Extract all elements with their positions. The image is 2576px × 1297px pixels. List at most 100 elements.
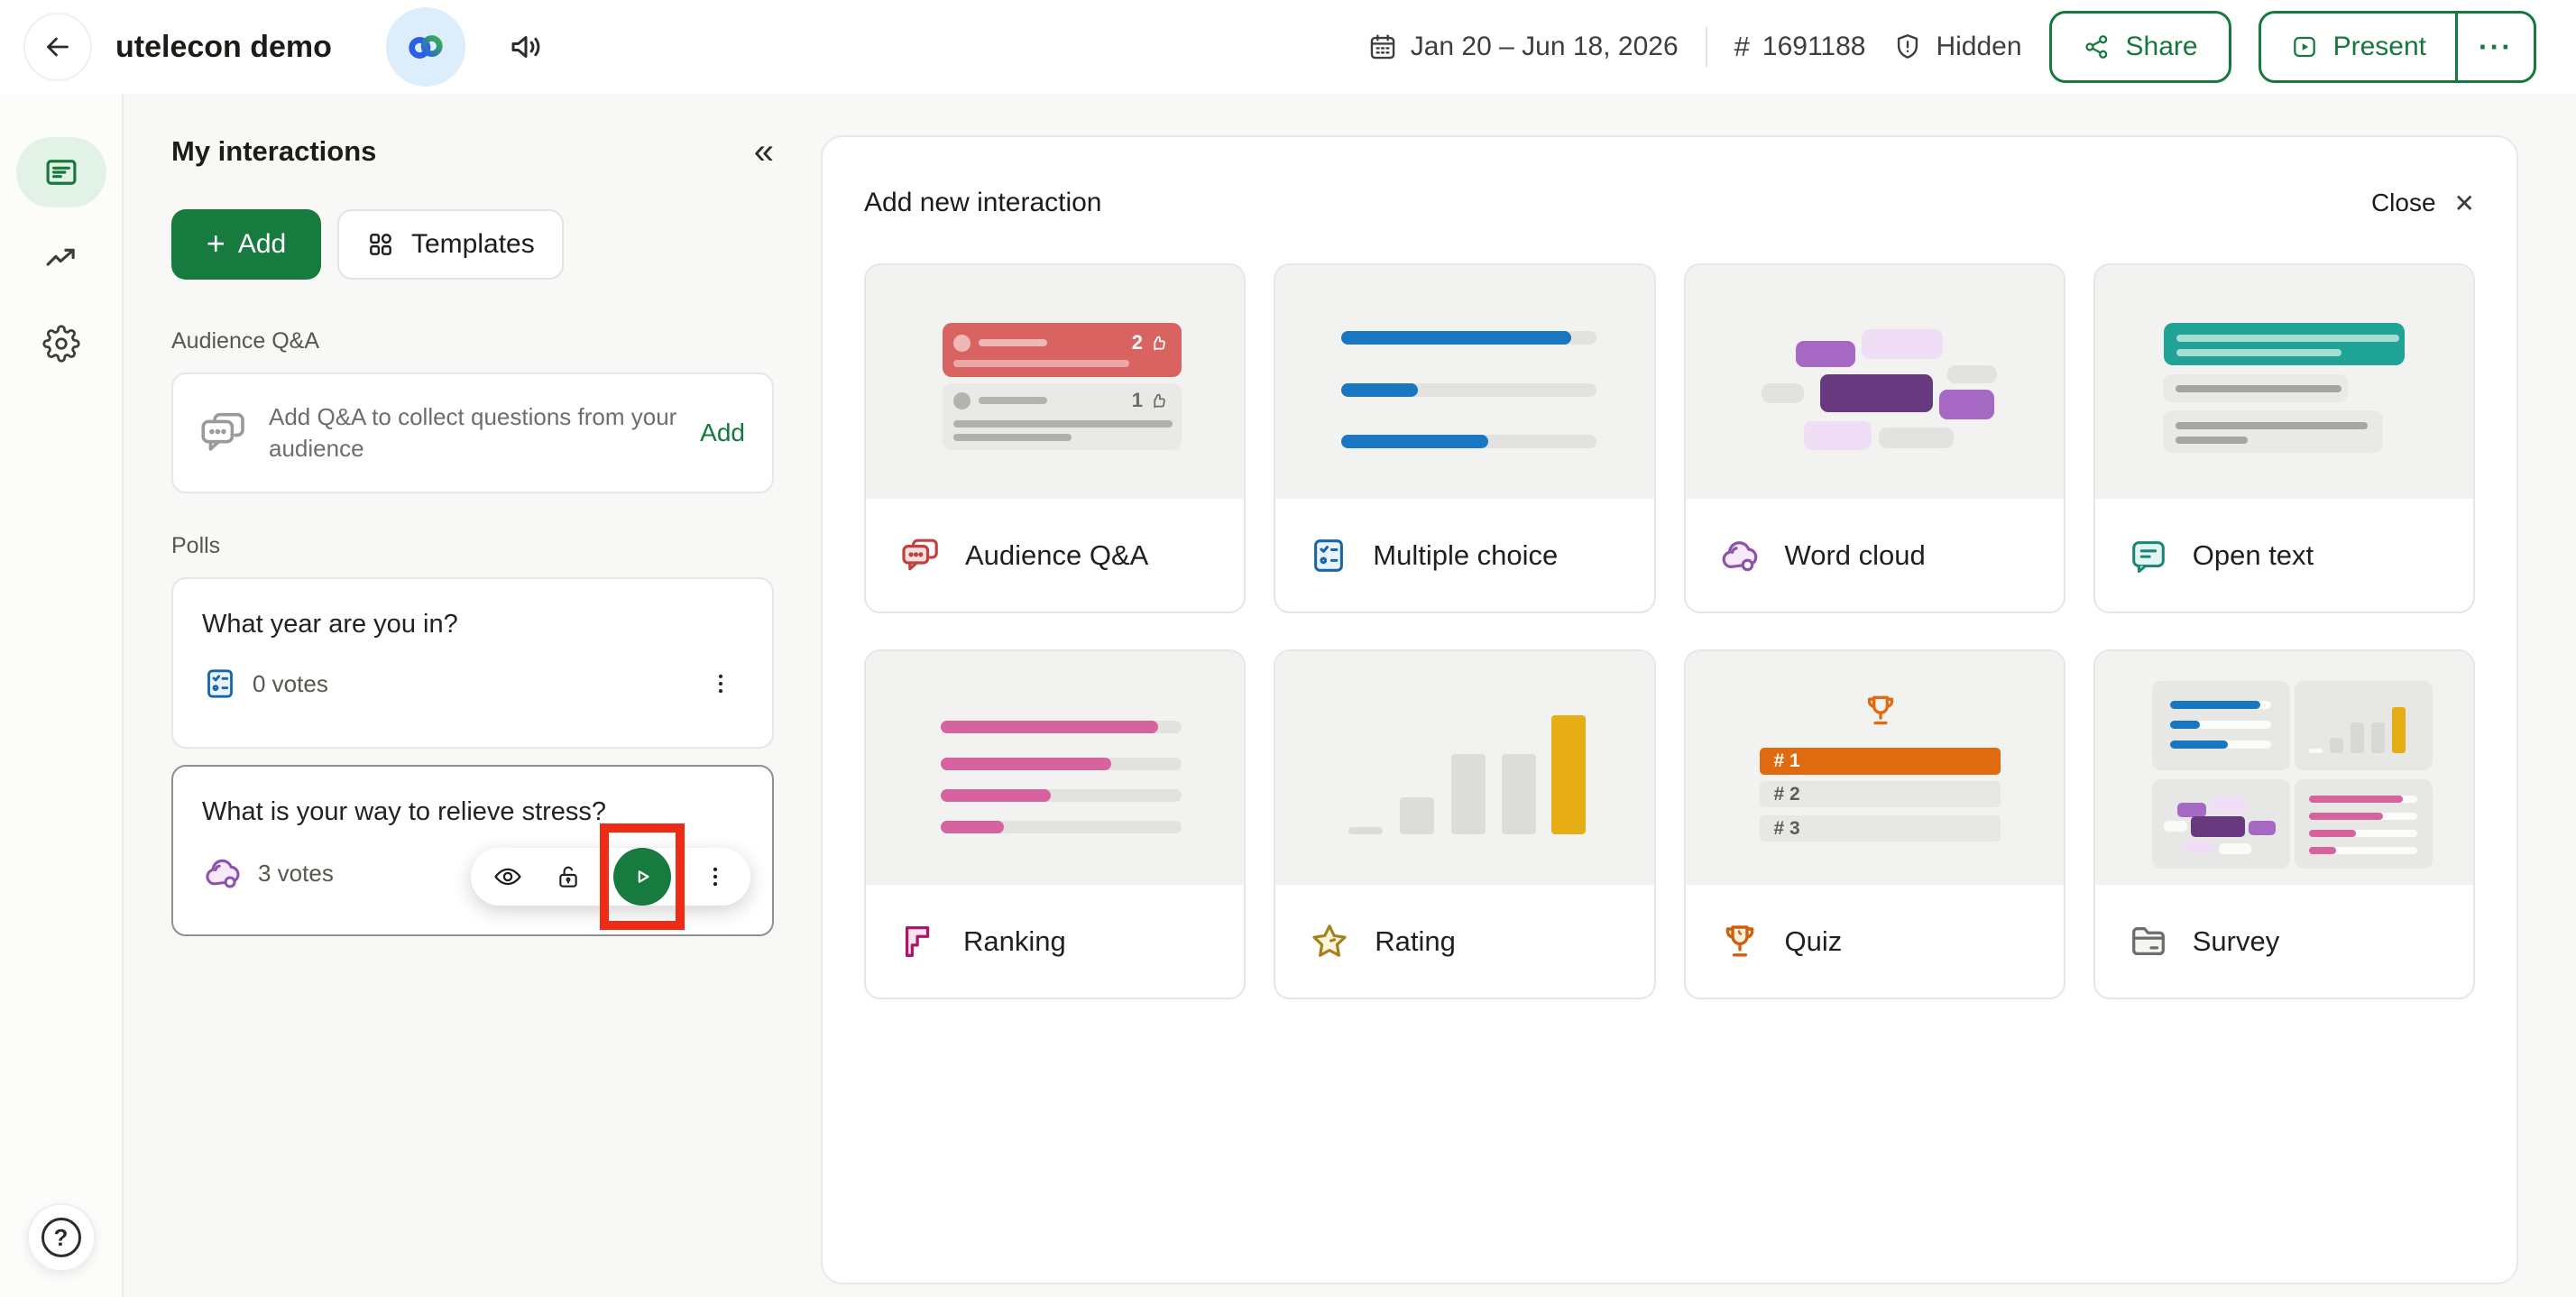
webex-logo-badge[interactable] bbox=[385, 7, 465, 87]
poll-votes: 3 votes bbox=[258, 859, 334, 887]
nav-interactions-item[interactable] bbox=[15, 137, 106, 207]
tile-open-text[interactable]: Open text bbox=[2093, 263, 2475, 613]
poll-votes: 0 votes bbox=[253, 669, 328, 697]
announcement-speaker-icon[interactable] bbox=[507, 28, 545, 66]
qa-likes-count: 2 bbox=[1131, 331, 1143, 354]
word-cloud-icon bbox=[202, 852, 244, 894]
kebab-menu-icon[interactable] bbox=[702, 863, 729, 890]
tile-multiple-choice[interactable]: Multiple choice bbox=[1274, 263, 1656, 613]
event-dates[interactable]: Jan 20 – Jun 18, 2026 bbox=[1367, 32, 1679, 62]
my-interactions-panel: My interactions « + Add Templates Audien… bbox=[124, 94, 816, 1297]
present-split-divider bbox=[2455, 14, 2458, 80]
tile-label: Quiz bbox=[1784, 924, 1843, 957]
poll-question: What is your way to relieve stress? bbox=[202, 797, 607, 826]
event-code[interactable]: # 1691188 bbox=[1734, 31, 1866, 63]
present-label: Present bbox=[2332, 32, 2426, 61]
templates-button[interactable]: Templates bbox=[337, 209, 564, 280]
visibility-status[interactable]: Hidden bbox=[1892, 32, 2022, 62]
tile-ranking[interactable]: Ranking bbox=[864, 649, 1247, 999]
audience-qa-add-link[interactable]: Add bbox=[700, 419, 745, 446]
close-dialog-button[interactable]: Close ✕ bbox=[2371, 189, 2475, 218]
tile-label: Rating bbox=[1375, 924, 1456, 957]
add-interaction-dialog: Add new interaction Close ✕ bbox=[821, 135, 2518, 1284]
present-play-icon bbox=[2290, 32, 2319, 61]
dialog-title: Add new interaction bbox=[864, 188, 1102, 217]
chat-bubbles-icon bbox=[197, 407, 249, 459]
tile-preview bbox=[2094, 651, 2473, 885]
close-label: Close bbox=[2370, 189, 2436, 216]
tile-preview: # 1 # 2 # 3 bbox=[1685, 651, 2064, 885]
rating-star-icon bbox=[1308, 920, 1351, 963]
trophy-icon bbox=[1861, 691, 1900, 731]
unlock-icon[interactable] bbox=[554, 862, 583, 891]
event-title: utelecon demo bbox=[115, 29, 332, 64]
audience-qa-icon bbox=[898, 534, 942, 577]
event-code-text: 1691188 bbox=[1762, 32, 1866, 61]
nav-settings-item[interactable] bbox=[41, 325, 80, 363]
tile-preview bbox=[866, 651, 1245, 885]
survey-folder-icon bbox=[2128, 921, 2169, 962]
audience-qa-section-label: Audience Q&A bbox=[171, 328, 319, 354]
gear-icon bbox=[41, 325, 80, 363]
present-split-button: Present ··· bbox=[2258, 11, 2536, 83]
close-icon: ✕ bbox=[2453, 189, 2475, 217]
quiz-trophy-icon bbox=[1718, 920, 1762, 963]
tile-preview: 2 1 bbox=[866, 265, 1245, 499]
visibility-text: Hidden bbox=[1936, 32, 2022, 61]
event-dates-text: Jan 20 – Jun 18, 2026 bbox=[1410, 32, 1679, 61]
activate-play-button[interactable] bbox=[613, 848, 671, 906]
collapse-panel-button[interactable]: « bbox=[753, 132, 774, 171]
tile-preview bbox=[1275, 651, 1654, 885]
add-interaction-button[interactable]: + Add bbox=[171, 209, 321, 280]
nav-analytics-item[interactable] bbox=[42, 240, 80, 278]
share-label: Share bbox=[2125, 32, 2198, 61]
plus-icon: + bbox=[206, 224, 225, 262]
quiz-rank-bar: # 2 bbox=[1759, 781, 2001, 807]
left-nav-rail: ? bbox=[0, 94, 124, 1297]
tile-preview bbox=[1275, 265, 1654, 499]
preview-eye-icon[interactable] bbox=[492, 861, 523, 892]
panel-title: My interactions bbox=[171, 135, 377, 167]
tile-label: Multiple choice bbox=[1373, 538, 1559, 571]
top-bar: utelecon demo Jan 20 – Jun 18 bbox=[0, 0, 2576, 94]
qa-likes-count: 1 bbox=[1131, 389, 1143, 411]
tile-label: Word cloud bbox=[1784, 538, 1926, 571]
webex-logo-icon bbox=[405, 26, 446, 68]
audience-qa-empty-card: Add Q&A to collect questions from your a… bbox=[171, 373, 774, 493]
ranking-icon bbox=[898, 921, 940, 962]
tile-preview bbox=[2094, 265, 2473, 499]
share-icon bbox=[2083, 32, 2111, 61]
more-options-button[interactable]: ··· bbox=[2479, 30, 2513, 63]
tile-preview bbox=[1685, 265, 2064, 499]
tile-quiz[interactable]: # 1 # 2 # 3 Quiz bbox=[1683, 649, 2065, 999]
poll-card-relieve-stress[interactable]: What is your way to relieve stress? 3 vo… bbox=[171, 765, 774, 936]
kebab-menu-icon[interactable] bbox=[702, 665, 740, 703]
templates-button-label: Templates bbox=[411, 229, 535, 259]
poll-question: What year are you in? bbox=[202, 610, 458, 639]
tile-survey[interactable]: Survey bbox=[2093, 649, 2475, 999]
tile-word-cloud[interactable]: Word cloud bbox=[1683, 263, 2065, 613]
play-icon bbox=[630, 865, 654, 888]
share-button[interactable]: Share bbox=[2048, 11, 2231, 83]
help-button[interactable]: ? bbox=[26, 1203, 96, 1272]
tile-rating[interactable]: Rating bbox=[1274, 649, 1656, 999]
back-button[interactable] bbox=[23, 13, 92, 81]
add-button-label: Add bbox=[237, 229, 287, 259]
trend-icon bbox=[42, 240, 80, 278]
multiple-choice-icon bbox=[202, 666, 238, 702]
calendar-icon bbox=[1367, 32, 1398, 62]
tile-label: Survey bbox=[2192, 924, 2280, 957]
interaction-tile-grid: 2 1 bbox=[864, 263, 2475, 999]
multiple-choice-icon bbox=[1308, 535, 1349, 576]
present-button[interactable]: Present bbox=[2261, 14, 2455, 80]
question-mark-icon: ? bbox=[41, 1218, 81, 1257]
poll-card-what-year[interactable]: What year are you in? 0 votes bbox=[171, 577, 774, 749]
interactions-slides-icon bbox=[42, 153, 80, 191]
poll-hover-toolbar bbox=[471, 823, 750, 930]
tile-label: Ranking bbox=[963, 924, 1066, 957]
quiz-rank-bar: # 1 bbox=[1759, 748, 2001, 775]
open-text-icon bbox=[2128, 535, 2169, 576]
tile-audience-qa[interactable]: 2 1 bbox=[864, 263, 1247, 613]
quiz-rank-bar: # 3 bbox=[1759, 815, 2001, 842]
grid-icon bbox=[366, 230, 395, 259]
